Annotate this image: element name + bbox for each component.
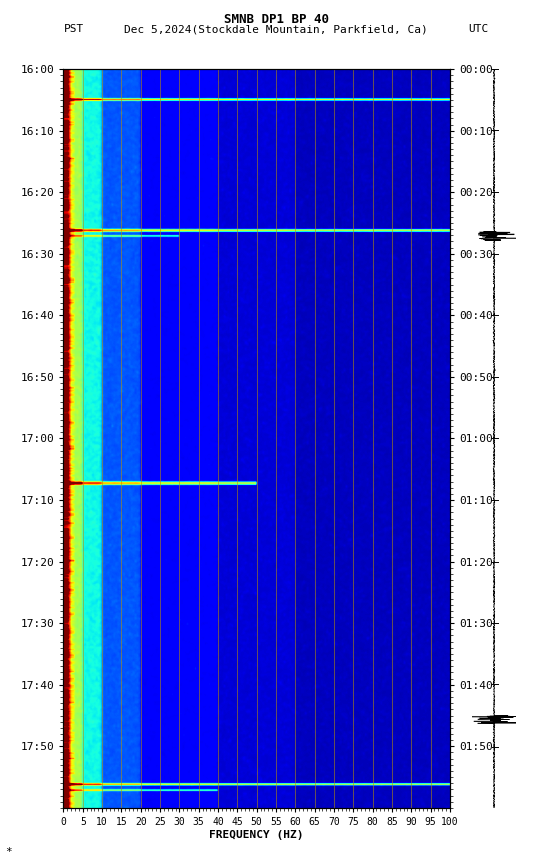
X-axis label: FREQUENCY (HZ): FREQUENCY (HZ) bbox=[209, 829, 304, 840]
Text: PST: PST bbox=[63, 24, 84, 35]
Text: SMNB DP1 BP 40: SMNB DP1 BP 40 bbox=[224, 13, 328, 26]
Text: Dec 5,2024(Stockdale Mountain, Parkfield, Ca): Dec 5,2024(Stockdale Mountain, Parkfield… bbox=[124, 24, 428, 35]
Text: *: * bbox=[6, 848, 12, 857]
Text: UTC: UTC bbox=[468, 24, 489, 35]
